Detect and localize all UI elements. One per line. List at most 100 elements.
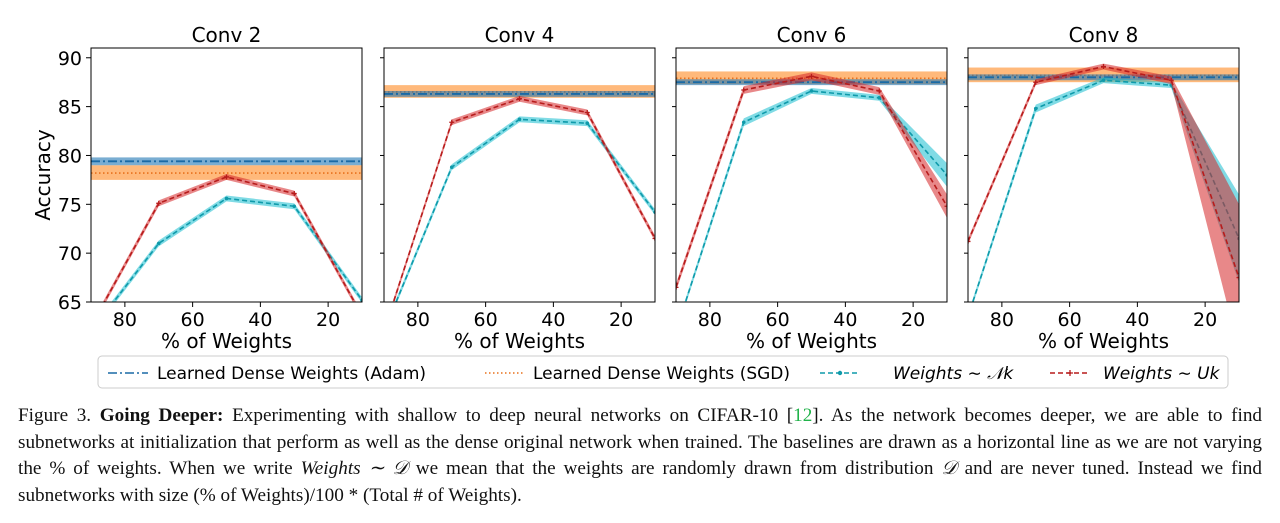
normal-point	[877, 96, 882, 100]
normal-point	[292, 204, 297, 209]
x-tick-label: 80	[990, 309, 1014, 331]
plot-frame	[90, 47, 363, 303]
plot-area	[89, 157, 365, 334]
normal-point	[449, 165, 454, 169]
y-tick-label: 90	[58, 48, 82, 70]
panel-4: Conv 8 80 60 40 20 % of Weights	[964, 23, 1240, 353]
x-tick-label: 80	[113, 309, 137, 331]
normal-point	[809, 89, 814, 93]
x-tick-label: 20	[316, 309, 340, 331]
panel-3: Conv 6 80 60 40 20 % of Weights	[672, 23, 948, 353]
legend-label: Learned Dense Weights (SGD)	[533, 364, 790, 384]
caption-math-dist: 𝒟	[941, 458, 957, 479]
x-tick-label: 60	[766, 309, 790, 331]
uniform-point	[224, 174, 229, 180]
uniform-band	[968, 63, 1239, 302]
x-tick-label: 40	[833, 309, 857, 331]
panel-title: Conv 8	[1069, 23, 1139, 47]
figure-caption: Figure 3. Going Deeper: Experimenting wi…	[18, 403, 1262, 509]
uniform-band	[676, 72, 947, 292]
uniform-point	[652, 236, 655, 241]
x-tick-label: 80	[698, 309, 722, 331]
plot-frame	[383, 47, 656, 303]
normal-band	[684, 88, 947, 302]
uniform-point	[676, 284, 679, 290]
panel-2: Conv 4 80 60 40 20 % of Weights	[380, 23, 656, 353]
x-tick-label: 20	[609, 309, 633, 331]
uniform-point	[968, 238, 971, 244]
uniform-point	[156, 200, 162, 206]
y-tick-label: 75	[58, 194, 82, 216]
uniform-point	[382, 329, 387, 334]
x-tick-label: 40	[248, 309, 272, 331]
adam-band	[676, 79, 947, 86]
plot-area	[968, 63, 1239, 302]
legend-marker	[1067, 370, 1073, 376]
y-tick-label: 85	[58, 97, 82, 119]
normal-point	[1033, 106, 1038, 111]
adam-band	[384, 90, 655, 97]
sgd-band	[91, 165, 362, 180]
y-tick-label: 70	[58, 243, 82, 265]
x-tick-label: 60	[181, 309, 205, 331]
panel-title: Conv 4	[485, 23, 555, 47]
legend-box	[97, 355, 1229, 389]
uniform-point	[1033, 79, 1039, 85]
y-tick-label: 80	[58, 145, 82, 167]
normal-point	[585, 121, 590, 126]
uniform-point	[89, 324, 94, 329]
plot-frame	[967, 47, 1240, 303]
x-axis-label: % of Weights	[161, 329, 292, 353]
legend: Learned Dense Weights (Adam) Learned Dens…	[97, 355, 1229, 389]
caption-text-3: we mean that the weights are randomly dr…	[407, 458, 942, 479]
uniform-line	[103, 176, 356, 302]
x-axis-label: % of Weights	[746, 329, 877, 353]
x-tick-label: 20	[1193, 309, 1217, 331]
uniform-point	[1101, 64, 1106, 70]
plot-frame	[675, 47, 948, 303]
normal-point	[674, 330, 678, 334]
adam-band	[91, 157, 362, 166]
uniform-point	[1168, 77, 1174, 83]
plot-area	[382, 85, 655, 334]
uniform-line	[392, 97, 655, 302]
legend-marker	[837, 370, 843, 376]
normal-point	[382, 330, 386, 334]
normal-line	[971, 79, 1239, 302]
x-axis-label: % of Weights	[1038, 329, 1169, 353]
x-tick-label: 60	[474, 309, 498, 331]
normal-line	[395, 118, 655, 302]
x-tick-label: 60	[1058, 309, 1082, 331]
caption-text-1: Experimenting with shallow to deep neura…	[232, 405, 794, 426]
normal-point	[89, 330, 93, 334]
x-tick-label: 40	[541, 309, 565, 331]
x-tick-label: 40	[1125, 309, 1149, 331]
plot-area	[674, 71, 947, 334]
uniform-point	[360, 313, 365, 318]
caption-text-4: and are never tuned. Instead we find sub…	[18, 458, 1262, 506]
normal-point	[741, 120, 746, 125]
x-tick-label: 80	[406, 309, 430, 331]
x-tick-label: 20	[901, 309, 925, 331]
normal-band	[971, 77, 1239, 302]
uniform-point	[741, 87, 747, 93]
legend-label: Weights ∼ Uk	[1103, 364, 1221, 384]
normal-point	[517, 117, 522, 122]
normal-point	[156, 241, 161, 246]
caption-label: Figure 3.	[18, 405, 92, 426]
legend-label: Learned Dense Weights (Adam)	[157, 364, 426, 384]
citation-link[interactable]: 12	[793, 405, 813, 426]
uniform-band	[392, 95, 655, 302]
y-tick-label: 65	[58, 292, 82, 314]
uniform-point	[809, 73, 814, 79]
legend-label: Weights ∼ 𝒩k	[893, 364, 1014, 384]
x-axis-label: % of Weights	[454, 329, 585, 353]
caption-text-2: ]. As the network becomes deeper, we are…	[18, 405, 1263, 479]
normal-point	[1101, 78, 1106, 83]
caption-math-weights: Weights ∼ 𝒟	[300, 458, 408, 479]
panel-1: Conv 2 80 60 40 20 % of Weights 65 70 75 80 85 90 Ac…	[31, 23, 365, 353]
uniform-point	[876, 88, 882, 94]
panel-title: Conv 2	[192, 23, 262, 47]
uniform-point	[1236, 275, 1239, 281]
panel-title: Conv 6	[777, 23, 847, 47]
